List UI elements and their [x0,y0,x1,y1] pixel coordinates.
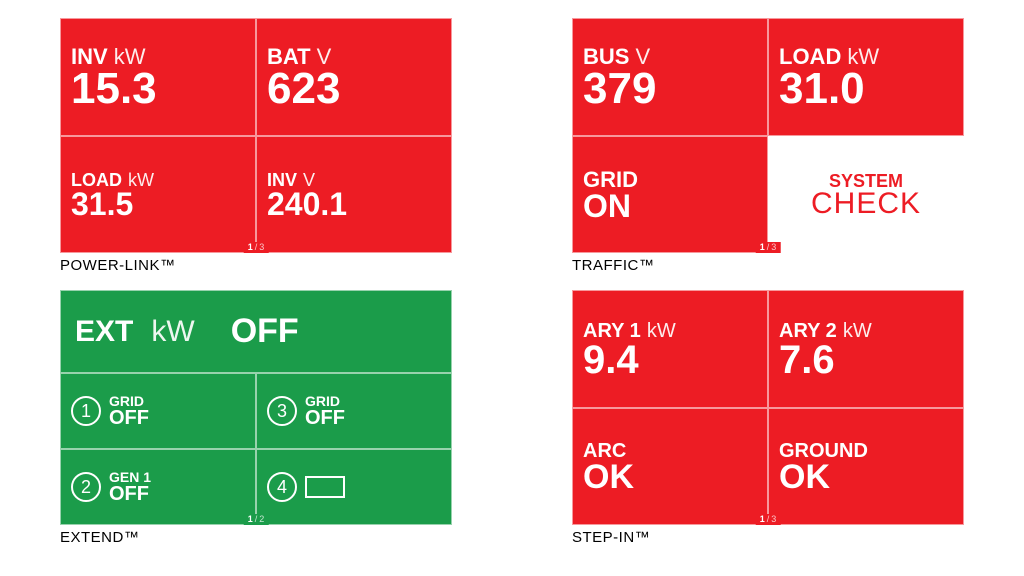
metric-value: 9.4 [583,341,757,379]
stepin-caption: STEP-IN™ [572,525,964,546]
metric-value: 31.0 [779,68,953,110]
empty-rect-icon [305,476,345,498]
pager-total: 3 [771,243,776,252]
metric-value: 623 [267,68,441,110]
powerlink-cell-inv-kw: INV kW 15.3 [60,18,256,136]
stepin-cell-ary2: ARY 2 kW 7.6 [768,290,964,408]
metric-unit: V [317,46,332,68]
pager-current: 1 [248,243,253,252]
slot-value: OFF [305,408,345,428]
stepin-cell-arc: ARC OK [572,408,768,526]
traffic-cell-system: SYSTEM CHECK [768,136,964,254]
circle-number-icon: 3 [267,396,297,426]
metric-value: 31.5 [71,189,245,219]
pager-sep: / [255,515,258,524]
circle-number-icon: 1 [71,396,101,426]
powerlink-caption: POWER-LINK™ [60,253,452,274]
panel-traffic: BUS V 379 LOAD kW 31.0 GRID ON [572,18,964,274]
ext-unit: kW [151,315,194,349]
stepin-panel-body: ARY 1 kW 9.4 ARY 2 kW 7.6 ARC OK [572,290,964,525]
panel-stepin: ARY 1 kW 9.4 ARY 2 kW 7.6 ARC OK [572,290,964,546]
traffic-cell-grid: GRID ON [572,136,768,254]
extend-slot-4[interactable]: 4 [256,449,452,525]
metric-unit: V [635,46,650,68]
circle-number-icon: 2 [71,472,101,502]
panel-extend: EXT kW OFF 1 GRID OFF 3 GRID OFF 2 [60,290,452,546]
traffic-caption: TRAFFIC™ [572,253,964,274]
traffic-pager[interactable]: 1 / 3 [756,242,781,253]
pager-sep: / [767,515,770,524]
metric-value: 379 [583,68,757,110]
pager-total: 3 [259,243,264,252]
pager-current: 1 [760,243,765,252]
metric-unit: kW [847,46,879,68]
powerlink-cell-bat-v: BAT V 623 [256,18,452,136]
slot-value: OFF [109,484,151,504]
metric-value: 15.3 [71,68,245,110]
extend-slot-1[interactable]: 1 GRID OFF [60,373,256,449]
extend-pager[interactable]: 1 / 2 [244,514,269,525]
powerlink-cell-inv-v: INV V 240.1 [256,136,452,254]
extend-slot-2[interactable]: 2 GEN 1 OFF [60,449,256,525]
extend-panel-body: EXT kW OFF 1 GRID OFF 3 GRID OFF 2 [60,290,452,525]
metric-value: 7.6 [779,341,953,379]
metric-value: 240.1 [267,189,441,219]
metric-unit: V [303,171,315,189]
metric-value: CHECK [811,190,921,219]
traffic-panel-body: BUS V 379 LOAD kW 31.0 GRID ON [572,18,964,253]
metric-unit: kW [647,321,676,341]
slot-label: GRID [305,394,345,408]
pager-current: 1 [760,515,765,524]
traffic-cell-load-kw: LOAD kW 31.0 [768,18,964,136]
stepin-cell-ground: GROUND OK [768,408,964,526]
pager-total: 3 [771,515,776,524]
ext-label: EXT [75,315,133,349]
extend-caption: EXTEND™ [60,525,452,546]
pager-sep: / [255,243,258,252]
pager-current: 1 [248,515,253,524]
pager-total: 2 [259,515,264,524]
powerlink-panel-body: INV kW 15.3 BAT V 623 LOAD kW 31.5 [60,18,452,253]
metric-unit: kW [114,46,146,68]
stepin-cell-ary1: ARY 1 kW 9.4 [572,290,768,408]
metric-value: OK [779,461,953,493]
pager-sep: / [767,243,770,252]
metric-value: OK [583,461,757,493]
metric-unit: kW [843,321,872,341]
circle-number-icon: 4 [267,472,297,502]
slot-label: GEN 1 [109,470,151,484]
dashboard-grid: INV kW 15.3 BAT V 623 LOAD kW 31.5 [0,0,1024,576]
powerlink-cell-load-kw: LOAD kW 31.5 [60,136,256,254]
metric-value: ON [583,191,757,221]
panel-powerlink: INV kW 15.3 BAT V 623 LOAD kW 31.5 [60,18,452,274]
powerlink-pager[interactable]: 1 / 3 [244,242,269,253]
ext-value: OFF [231,312,299,351]
metric-unit: kW [128,171,154,189]
slot-value: OFF [109,408,149,428]
extend-slot-3[interactable]: 3 GRID OFF [256,373,452,449]
stepin-pager[interactable]: 1 / 3 [756,514,781,525]
traffic-cell-bus-v: BUS V 379 [572,18,768,136]
slot-label: GRID [109,394,149,408]
extend-top-row: EXT kW OFF [60,290,452,373]
